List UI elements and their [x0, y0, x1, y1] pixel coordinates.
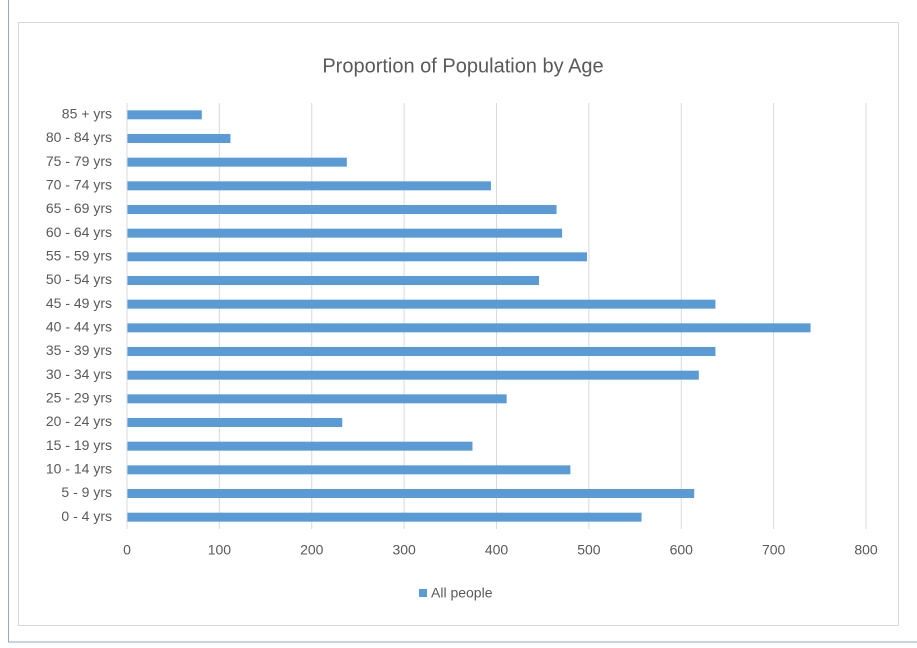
x-tick-label: 200: [300, 542, 324, 558]
y-tick-label: 15 - 19 yrs: [46, 437, 112, 453]
bar: [127, 181, 491, 190]
x-tick-label: 800: [854, 542, 878, 558]
x-tick-label: 700: [762, 542, 786, 558]
legend-swatch: [419, 589, 427, 597]
y-tick-label: 20 - 24 yrs: [46, 413, 112, 429]
legend-label: All people: [431, 585, 493, 601]
y-tick-label: 75 - 79 yrs: [46, 153, 112, 169]
bar: [127, 371, 699, 380]
x-tick-label: 300: [392, 542, 416, 558]
bar: [127, 394, 507, 403]
y-tick-label: 80 - 84 yrs: [46, 129, 112, 145]
y-tick-label: 65 - 69 yrs: [46, 200, 112, 216]
bar: [127, 442, 472, 451]
y-tick-label: 30 - 34 yrs: [46, 366, 112, 382]
y-tick-label: 55 - 59 yrs: [46, 248, 112, 264]
y-tick-label: 50 - 54 yrs: [46, 271, 112, 287]
y-tick-label: 70 - 74 yrs: [46, 177, 112, 193]
y-tick-label: 85 + yrs: [62, 106, 112, 122]
x-tick-label: 500: [577, 542, 601, 558]
bar: [127, 418, 342, 427]
bar: [127, 300, 715, 309]
bar: [127, 465, 570, 474]
bar: [127, 158, 347, 167]
bar: [127, 134, 230, 143]
y-tick-label: 5 - 9 yrs: [61, 484, 112, 500]
x-tick-label: 0: [123, 542, 131, 558]
y-tick-label: 10 - 14 yrs: [46, 461, 112, 477]
y-tick-label: 25 - 29 yrs: [46, 390, 112, 406]
chart-title: Proportion of Population by Age: [322, 55, 603, 77]
y-tick-label: 60 - 64 yrs: [46, 224, 112, 240]
x-tick-label: 400: [485, 542, 509, 558]
bar: [127, 205, 557, 214]
x-tick-label: 600: [670, 542, 694, 558]
y-tick-label: 45 - 49 yrs: [46, 295, 112, 311]
y-tick-label: 35 - 39 yrs: [46, 342, 112, 358]
bar: [127, 489, 694, 498]
bar: [127, 110, 202, 119]
y-tick-label: 0 - 4 yrs: [61, 508, 112, 524]
bar: [127, 229, 562, 238]
bar: [127, 276, 539, 285]
bar: [127, 513, 642, 522]
bar: [127, 323, 811, 332]
bar: [127, 347, 715, 356]
x-tick-label: 100: [208, 542, 232, 558]
bar: [127, 252, 587, 261]
y-tick-label: 40 - 44 yrs: [46, 319, 112, 335]
